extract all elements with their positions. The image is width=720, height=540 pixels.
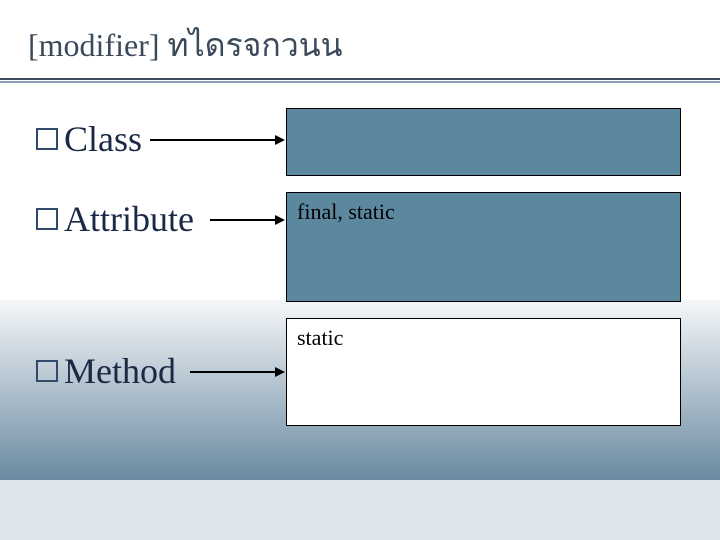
slide-title-area: [modifier] ทไดรจกวนน — [28, 20, 343, 71]
bullet-checkbox-icon — [36, 128, 58, 150]
bullet-method: Method — [36, 350, 176, 392]
bullet-label: Class — [64, 118, 142, 160]
title-underline-1 — [0, 81, 720, 83]
bullet-checkbox-icon — [36, 208, 58, 230]
arrow-head-icon — [275, 215, 285, 225]
bullet-label: Method — [64, 350, 176, 392]
title-underline-0 — [0, 78, 720, 80]
slide-content: [modifier] ทไดรจกวนน Class Attribute Metho… — [0, 0, 720, 540]
slide-title: [modifier] ทไดรจกวนน — [28, 27, 343, 63]
bullet-checkbox-icon — [36, 360, 58, 382]
bullet-class: Class — [36, 118, 142, 160]
arrow-line-0 — [150, 139, 277, 141]
arrow-line-2 — [190, 371, 277, 373]
arrow-head-icon — [275, 367, 285, 377]
arrow-line-1 — [210, 219, 277, 221]
modifier-box-2: static — [286, 318, 681, 426]
modifier-box-0 — [286, 108, 681, 176]
bullet-label: Attribute — [64, 198, 194, 240]
arrow-head-icon — [275, 135, 285, 145]
modifier-box-1: final, static — [286, 192, 681, 302]
bullet-attribute: Attribute — [36, 198, 194, 240]
